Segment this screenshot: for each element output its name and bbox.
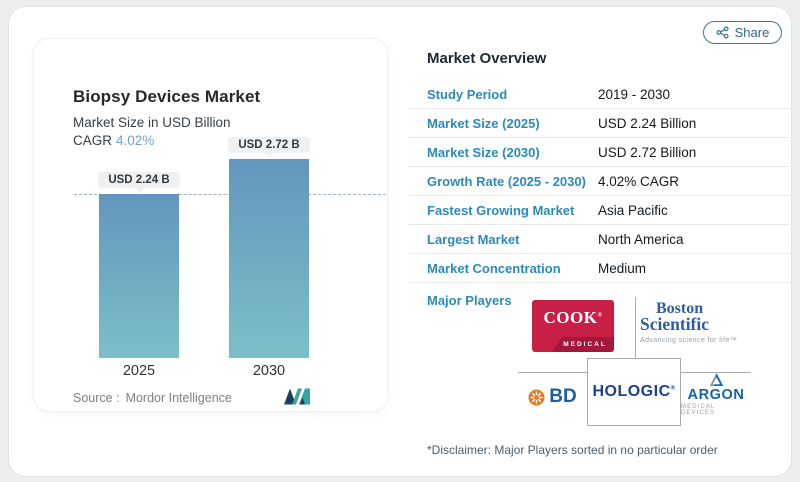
bar-rect-2030 [229,159,309,358]
chart-card: USD 2.24 B USD 2.72 B Biopsy Devices Mar… [33,38,388,412]
x-tick-2030: 2030 [252,363,286,379]
table-row: Market Size (2030) USD 2.72 Billion [408,138,790,167]
cagr-line: CAGR 4.02% [73,133,154,148]
table-row: Study Period 2019 - 2030 [408,80,790,109]
row-label: Market Size (2030) [427,144,540,160]
hologic-wordmark: HOLOGIC® [592,383,676,400]
argon-wordmark: ARGON [687,387,745,403]
row-value: Medium [598,260,647,276]
logo-grid-divider [635,297,636,358]
row-value: 2019 - 2030 [598,86,671,102]
share-icon [716,26,729,39]
row-label: Market Concentration [427,260,561,276]
chart-subtitle: Market Size in USD Billion [73,115,231,130]
cook-wordmark: COOK® [543,308,603,327]
overview-title: Market Overview [427,50,547,67]
chart-title: Biopsy Devices Market [73,87,261,106]
source-label: Source : [73,391,120,405]
table-row: Market Size (2025) USD 2.24 Billion [408,109,790,138]
argon-triangle-icon [709,373,723,386]
logo-grid-divider [518,372,587,373]
major-players-label: Major Players [427,293,512,308]
bar-label-2030: USD 2.72 B [228,137,310,153]
cagr-label: CAGR [73,133,113,148]
bar-2025: USD 2.24 B [98,172,180,358]
bar-rect-2025 [99,194,179,358]
bar-chart: USD 2.24 B USD 2.72 B [34,39,389,358]
bd-wordmark: BD [549,386,577,407]
table-row: Market Concentration Medium [408,254,790,283]
argon-medical-logo: ARGON MEDICAL DEVICES [681,373,751,416]
hologic-logo: HOLOGIC® [587,358,681,426]
table-row: Largest Market North America [408,225,790,254]
share-button[interactable]: Share [703,21,782,44]
boston-tagline: Advancing science for life™ [640,336,738,344]
cagr-value: 4.02% [116,133,155,148]
row-value: USD 2.72 Billion [598,144,697,160]
bd-logo: BD [518,386,587,408]
table-row: Fastest Growing Market Asia Pacific [408,196,790,225]
row-label: Fastest Growing Market [427,202,575,218]
boston-line2: Scientific [640,314,710,334]
overview-table: Study Period 2019 - 2030 Market Size (20… [408,80,790,283]
table-row: Growth Rate (2025 - 2030) 4.02% CAGR [408,167,790,196]
disclaimer-text: *Disclaimer: Major Players sorted in no … [427,443,718,457]
boston-line1: Boston [656,300,704,317]
bd-sunburst-icon [528,389,545,405]
source-value: Mordor Intelligence [125,391,232,405]
cook-medical-logo: COOK® MEDICAL [532,300,614,352]
row-label: Largest Market [427,231,520,247]
row-label: Study Period [427,86,508,102]
share-button-label: Share [734,25,770,40]
row-label: Market Size (2025) [427,115,540,131]
boston-scientific-logo: Boston Scientific Advancing science for … [640,301,744,344]
row-value: 4.02% CAGR [598,173,680,189]
logo-grid-divider [681,372,751,373]
row-value: USD 2.24 Billion [598,115,697,131]
source-line: Source : Mordor Intelligence [73,391,232,405]
bar-label-2025: USD 2.24 B [98,172,180,188]
mordor-intelligence-logo-icon [284,388,310,405]
x-tick-2025: 2025 [122,363,156,379]
row-label: Growth Rate (2025 - 2030) [427,173,586,189]
row-value: North America [598,231,684,247]
bar-2030: USD 2.72 B [228,137,310,358]
argon-subtitle: MEDICAL DEVICES [681,404,716,416]
cook-medical-band: MEDICAL [552,337,614,352]
row-value: Asia Pacific [598,202,668,218]
